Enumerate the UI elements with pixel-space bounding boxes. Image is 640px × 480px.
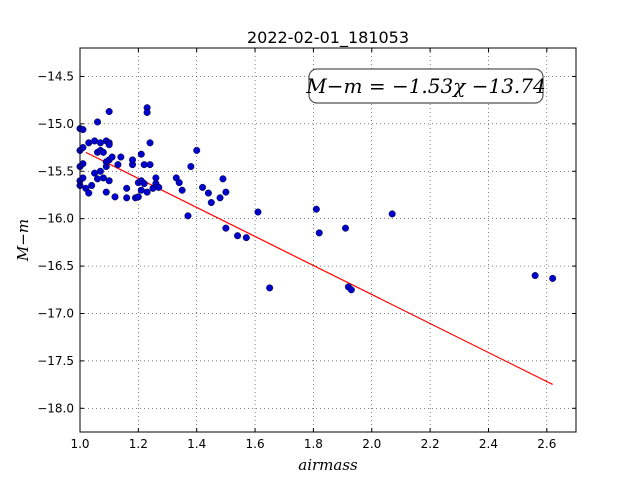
data-point xyxy=(254,208,262,216)
data-point xyxy=(193,146,201,154)
data-point xyxy=(114,161,122,169)
data-point xyxy=(222,188,230,196)
data-point xyxy=(85,139,93,147)
x-tick-label: 2.4 xyxy=(479,437,498,451)
data-point xyxy=(312,205,320,213)
data-point xyxy=(94,118,102,126)
x-tick-label: 2.6 xyxy=(537,437,556,451)
x-tick-label: 2.0 xyxy=(362,437,381,451)
y-tick-label: −14.5 xyxy=(37,69,74,83)
data-point xyxy=(123,194,131,202)
data-point xyxy=(347,286,355,294)
data-point xyxy=(207,199,215,207)
x-tick-label: 1.0 xyxy=(70,437,89,451)
data-point xyxy=(216,194,224,202)
data-point xyxy=(117,153,125,161)
data-point xyxy=(143,188,151,196)
data-point xyxy=(549,274,557,282)
data-point xyxy=(96,139,104,147)
x-tick-label: 1.4 xyxy=(187,437,206,451)
y-tick-label: −15.5 xyxy=(37,164,74,178)
data-point xyxy=(184,212,192,220)
annotation-box: M−m = −1.53χ −13.74 xyxy=(305,68,546,104)
data-point xyxy=(108,153,116,161)
chart-title: 2022-02-01_181053 xyxy=(247,28,409,48)
data-point xyxy=(111,193,119,201)
data-point xyxy=(219,175,227,183)
data-point xyxy=(388,210,396,218)
y-tick-label: −17.0 xyxy=(37,306,74,320)
x-axis-label: airmass xyxy=(298,456,358,474)
data-point xyxy=(178,186,186,194)
data-point xyxy=(152,174,160,182)
data-point xyxy=(102,188,110,196)
data-point xyxy=(129,156,137,164)
data-point xyxy=(96,167,104,175)
data-point xyxy=(79,126,87,134)
y-tick-label: −16.5 xyxy=(37,259,74,273)
data-point xyxy=(222,224,230,232)
data-point xyxy=(137,150,145,158)
data-point xyxy=(140,180,148,188)
data-point xyxy=(137,186,145,194)
data-point xyxy=(531,272,539,280)
data-point xyxy=(79,174,87,182)
data-point xyxy=(266,284,274,292)
y-tick-label: −15.0 xyxy=(37,117,74,131)
fit-line xyxy=(85,151,553,385)
data-point xyxy=(105,177,113,185)
x-tick-label: 2.2 xyxy=(421,437,440,451)
data-point xyxy=(79,144,87,152)
data-point xyxy=(204,189,212,197)
data-point xyxy=(134,193,142,201)
y-tick-label: −17.5 xyxy=(37,354,74,368)
data-point xyxy=(105,108,113,116)
data-point xyxy=(91,137,99,145)
annotation-frame xyxy=(308,68,544,104)
data-point xyxy=(123,184,131,192)
y-axis-label: M−m xyxy=(14,219,32,262)
data-point xyxy=(234,232,242,240)
data-point xyxy=(105,141,113,149)
data-point xyxy=(342,224,350,232)
fit-annotation: M−m = −1.53χ −13.74 xyxy=(305,74,545,98)
data-point xyxy=(187,163,195,171)
data-point xyxy=(155,183,163,191)
y-tick-label: −18.0 xyxy=(37,401,74,415)
data-point xyxy=(146,161,154,169)
plot-frame xyxy=(79,47,577,433)
data-point xyxy=(79,160,87,168)
data-point xyxy=(175,179,183,187)
fit-line-group xyxy=(85,151,553,385)
axis-ticks: 1.0 1.2 1.4 1.6 1.8 2.0 2.2 2.4 2.6 −14.5 −15.0 −15… xyxy=(37,48,576,451)
data-point xyxy=(199,183,207,191)
data-point xyxy=(99,174,107,182)
data-point xyxy=(140,161,148,169)
data-point xyxy=(99,148,107,156)
x-tick-label: 1.2 xyxy=(129,437,148,451)
data-point xyxy=(146,139,154,147)
x-tick-label: 1.8 xyxy=(304,437,323,451)
x-tick-label: 1.6 xyxy=(246,437,265,451)
data-point xyxy=(94,175,102,183)
data-point xyxy=(315,229,323,237)
y-tick-label: −16.0 xyxy=(37,212,74,226)
data-point xyxy=(85,189,93,197)
data-point xyxy=(242,234,250,242)
data-point xyxy=(88,181,96,189)
data-point xyxy=(143,108,151,116)
